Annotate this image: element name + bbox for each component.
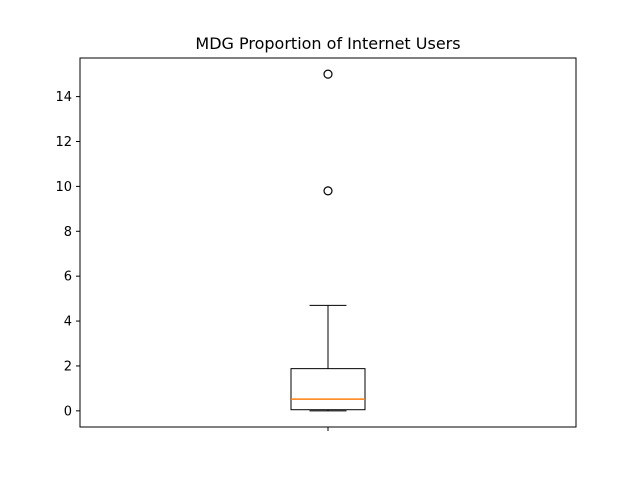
y-tick-label: 2 <box>64 359 72 374</box>
y-tick-label: 8 <box>64 225 72 240</box>
y-tick-label: 10 <box>55 180 72 195</box>
iqr-box <box>290 368 366 411</box>
chart-title: MDG Proportion of Internet Users <box>195 34 460 53</box>
y-axis: 0 2 4 6 8 10 12 14 <box>55 90 80 419</box>
outlier-point <box>323 186 333 196</box>
box-plot <box>290 69 366 412</box>
plot-frame <box>79 57 577 428</box>
y-tick-label: 4 <box>64 315 72 330</box>
outlier-point <box>323 69 333 79</box>
y-tick-label: 14 <box>55 90 72 105</box>
y-tick-label: 12 <box>55 135 72 150</box>
y-tick-label: 6 <box>64 270 72 285</box>
y-tick-label: 0 <box>64 404 72 419</box>
